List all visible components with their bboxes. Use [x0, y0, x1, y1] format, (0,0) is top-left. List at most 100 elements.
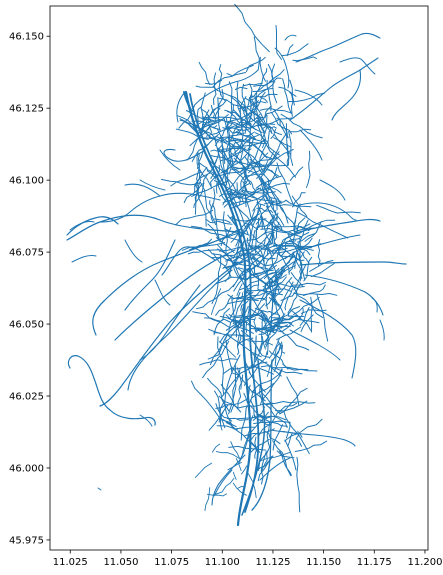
- mountain-road: [371, 297, 378, 313]
- city-street: [219, 136, 234, 143]
- city-street: [214, 139, 232, 195]
- city-street: [226, 72, 246, 77]
- city-street: [247, 134, 259, 150]
- city-street: [213, 72, 217, 106]
- city-street: [259, 385, 263, 405]
- city-street: [278, 86, 297, 97]
- city-street: [303, 284, 326, 296]
- city-street: [179, 119, 202, 134]
- city-street: [303, 256, 313, 282]
- city-street: [208, 135, 238, 143]
- city-street: [225, 104, 234, 128]
- mountain-road: [289, 329, 341, 361]
- city-street: [310, 296, 313, 333]
- city-street: [210, 155, 226, 158]
- city-street: [175, 128, 209, 140]
- city-street: [245, 284, 260, 290]
- city-street: [239, 216, 256, 238]
- city-street: [266, 218, 274, 256]
- city-street: [175, 209, 214, 226]
- city-street: [261, 416, 271, 419]
- city-street: [282, 78, 292, 114]
- city-street: [271, 63, 276, 80]
- city-street: [280, 241, 288, 258]
- city-street: [268, 297, 285, 316]
- city-street: [273, 109, 288, 138]
- city-street: [257, 409, 283, 438]
- mountain-road: [124, 239, 176, 311]
- city-street: [185, 110, 220, 124]
- city-street: [276, 162, 295, 207]
- mountain-road: [92, 235, 231, 336]
- mountain-road: [284, 34, 297, 41]
- city-street: [242, 307, 248, 333]
- city-street: [253, 317, 257, 333]
- city-street: [257, 455, 274, 482]
- city-street: [262, 274, 287, 288]
- city-street: [257, 413, 287, 421]
- city-street: [233, 262, 252, 267]
- city-street: [238, 434, 250, 464]
- city-street: [284, 237, 313, 260]
- city-street: [233, 471, 237, 480]
- city-street: [252, 87, 274, 92]
- city-street: [247, 222, 252, 242]
- city-street: [193, 174, 208, 208]
- y-tick-label: 46.100: [9, 176, 44, 187]
- city-street: [279, 450, 295, 459]
- city-street: [288, 281, 324, 319]
- city-street: [245, 323, 270, 339]
- city-street: [230, 365, 266, 402]
- city-street: [191, 133, 219, 162]
- city-street: [296, 211, 349, 239]
- city-street: [277, 315, 298, 322]
- city-street: [293, 203, 301, 236]
- city-street: [275, 402, 298, 412]
- city-street: [231, 157, 278, 171]
- city-street: [196, 154, 201, 184]
- city-street: [274, 341, 280, 357]
- x-tick-label: 11.100: [205, 557, 240, 568]
- city-street: [255, 132, 280, 156]
- mountain-road: [139, 284, 201, 361]
- city-street: [231, 372, 241, 377]
- city-street: [292, 204, 312, 208]
- city-street: [242, 255, 263, 272]
- city-street: [240, 276, 246, 305]
- city-street: [244, 114, 253, 135]
- city-street: [259, 451, 292, 462]
- plot-frame: [49, 5, 429, 551]
- city-street: [222, 257, 231, 269]
- mountain-road: [213, 469, 233, 497]
- city-street: [255, 236, 268, 249]
- city-street: [204, 487, 211, 511]
- city-street: [276, 117, 289, 139]
- city-street: [211, 443, 221, 453]
- city-street: [225, 228, 242, 237]
- city-street: [263, 402, 288, 428]
- mountain-road: [224, 354, 241, 426]
- city-street: [238, 267, 268, 286]
- city-street: [266, 205, 275, 220]
- city-street: [215, 121, 233, 147]
- city-street: [216, 128, 226, 164]
- city-street: [256, 151, 280, 179]
- city-street: [229, 250, 251, 259]
- city-street: [225, 422, 238, 431]
- mountain-road: [299, 234, 361, 251]
- city-street: [196, 106, 202, 125]
- city-street: [178, 98, 202, 129]
- city-street: [276, 450, 292, 476]
- city-street: [284, 242, 311, 256]
- city-street: [257, 419, 272, 426]
- city-street: [260, 178, 268, 193]
- city-street: [286, 143, 289, 167]
- city-street: [272, 424, 283, 451]
- city-street: [221, 138, 228, 186]
- city-street: [251, 368, 283, 393]
- city-street: [198, 167, 212, 187]
- city-street: [255, 220, 272, 232]
- city-street: [232, 310, 264, 325]
- city-street: [195, 85, 222, 93]
- city-street: [237, 334, 242, 355]
